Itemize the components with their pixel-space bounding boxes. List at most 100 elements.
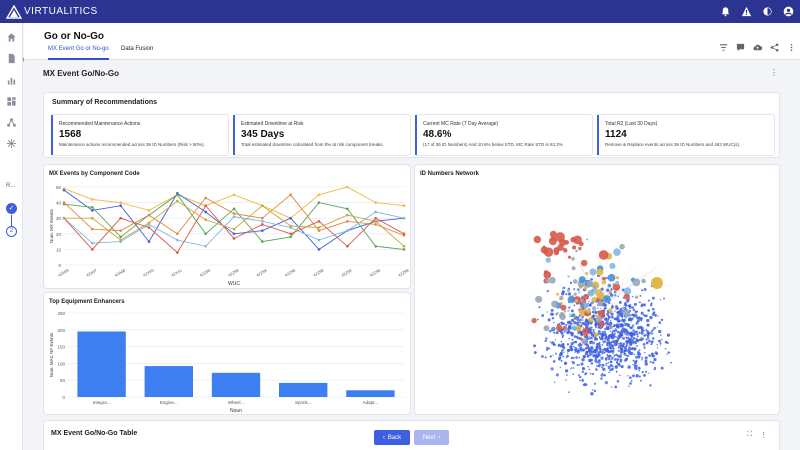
network-node	[605, 344, 609, 347]
bar	[346, 390, 395, 397]
bar-chart[interactable]: 0 50 100 150 200 250 Integra... Engine... Wheel.…	[44, 293, 410, 414]
network-node	[586, 322, 590, 327]
network-node	[578, 241, 584, 247]
dashboard-icon[interactable]	[6, 96, 17, 107]
network-node	[566, 330, 570, 334]
network-node	[609, 333, 613, 337]
network-node	[632, 278, 641, 287]
share-icon[interactable]	[770, 43, 779, 52]
network-node	[608, 325, 614, 330]
line-chart[interactable]: 0 10 20 30 40 50 42A99 42A97 42A00 42X99 42X41 42Z0…	[44, 165, 410, 288]
network-node	[572, 367, 575, 369]
network-node	[580, 362, 584, 366]
network-node	[603, 303, 607, 308]
data-point	[204, 218, 207, 222]
next-button[interactable]: Next ›	[414, 430, 449, 445]
bell-icon[interactable]	[720, 6, 731, 17]
network-node	[552, 360, 556, 363]
network-node	[593, 332, 599, 337]
expand-icon[interactable]: ⛶	[747, 431, 752, 438]
network-node	[583, 335, 585, 337]
summary-card: Summary of Recommendations Recommended M…	[43, 92, 780, 158]
network-graph[interactable]	[415, 165, 779, 414]
table-more-icon[interactable]: ⋮	[760, 432, 767, 439]
network-node	[590, 329, 592, 332]
data-point	[62, 201, 66, 204]
network-node	[638, 370, 641, 372]
network-node	[646, 333, 650, 338]
network-node	[618, 344, 622, 348]
filter-icon[interactable]	[719, 43, 728, 52]
tab-mx-event-go-or-no-go[interactable]: MX Event Go or No-go	[48, 46, 109, 60]
cloud-upload-icon[interactable]	[753, 43, 762, 52]
kpi-value: 345 Days	[241, 129, 285, 140]
network-node	[581, 315, 584, 319]
network-node	[653, 313, 657, 317]
network-node	[613, 355, 616, 357]
network-node	[650, 302, 653, 305]
network-icon[interactable]	[6, 117, 17, 128]
back-button[interactable]: ‹ Back	[374, 430, 410, 445]
theme-icon[interactable]	[762, 6, 773, 17]
y-tick-label: 30	[56, 216, 62, 221]
data-point	[289, 232, 292, 236]
network-node	[619, 346, 622, 349]
data-point	[232, 212, 236, 215]
network-node	[638, 375, 641, 378]
network-node	[537, 318, 539, 321]
network-node	[579, 322, 582, 324]
bar-chart-icon[interactable]	[6, 75, 17, 86]
network-node	[594, 289, 603, 297]
network-node	[630, 342, 633, 345]
sidebar-expand-icon[interactable]: ›	[22, 54, 25, 64]
network-node	[591, 373, 595, 376]
network-node	[567, 255, 572, 259]
network-node	[627, 299, 630, 302]
bar-chart-card: Top Equipment Enhancers 0 50 100 150 200 250 I…	[43, 292, 411, 415]
network-node	[553, 331, 556, 334]
home-icon[interactable]	[6, 32, 17, 43]
network-node	[635, 356, 638, 359]
network-node	[573, 304, 576, 307]
step-connector	[11, 215, 12, 226]
network-node	[633, 316, 635, 318]
data-point	[346, 213, 349, 217]
step-complete-icon[interactable]: ✓	[6, 203, 17, 214]
network-node	[599, 363, 602, 366]
hub-icon[interactable]	[6, 138, 17, 149]
network-node	[611, 386, 613, 388]
network-node	[611, 315, 614, 319]
network-node	[556, 292, 560, 296]
network-node	[630, 338, 632, 341]
network-node	[588, 335, 591, 337]
network-node	[574, 346, 578, 350]
network-node	[577, 332, 579, 335]
tab-data-fusion[interactable]: Data Fusion	[121, 46, 154, 52]
network-node	[619, 333, 622, 336]
data-point	[147, 209, 151, 212]
document-icon[interactable]	[6, 53, 17, 64]
network-node	[613, 358, 617, 361]
more-icon[interactable]	[787, 43, 796, 52]
step-2-indicator[interactable]: 2	[6, 226, 17, 237]
network-node	[562, 322, 565, 326]
network-node	[616, 360, 619, 363]
network-node	[651, 332, 654, 335]
section-more-icon[interactable]: ⋮	[770, 68, 778, 77]
account-icon[interactable]	[783, 6, 794, 17]
network-node	[627, 375, 629, 377]
network-node	[625, 357, 629, 361]
comment-icon[interactable]	[736, 43, 745, 52]
network-node	[535, 295, 543, 303]
network-node	[561, 290, 565, 294]
network-node	[570, 333, 574, 337]
data-point	[119, 235, 122, 239]
network-node	[634, 310, 638, 314]
warning-icon[interactable]	[741, 6, 752, 17]
network-node	[570, 309, 574, 313]
network-node	[649, 384, 652, 387]
app-logo[interactable]: VIRTUALITICS	[6, 0, 98, 23]
network-node	[572, 341, 576, 344]
network-node	[583, 355, 586, 358]
network-node	[565, 379, 567, 381]
